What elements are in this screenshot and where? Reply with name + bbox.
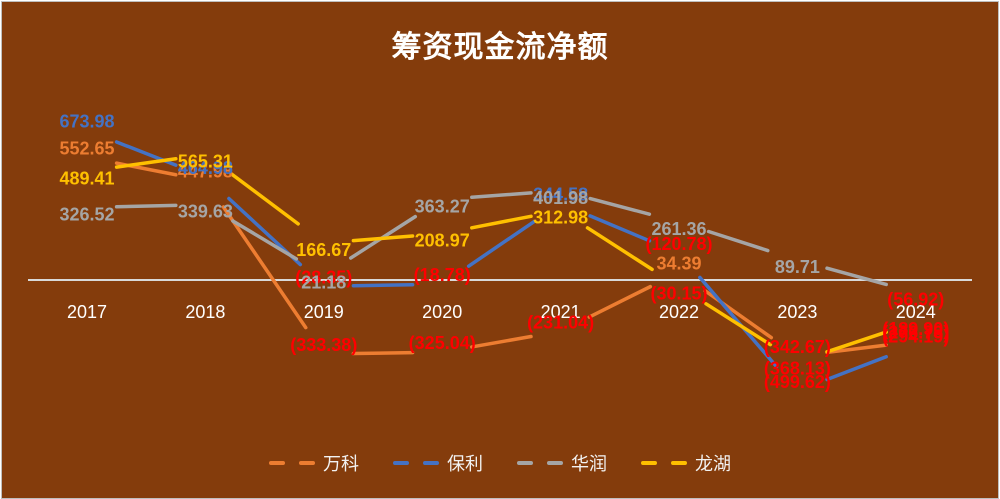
series-line-segment	[703, 289, 774, 340]
series-line-segment	[698, 275, 779, 369]
series-line-segment	[470, 334, 533, 349]
data-label: (499.62)	[764, 372, 831, 392]
data-label: (333.38)	[290, 335, 357, 355]
series-line-segment	[351, 234, 415, 243]
x-tick-label: 2020	[422, 302, 462, 322]
data-label: (231.04)	[527, 312, 594, 332]
series-line-segment	[825, 330, 888, 354]
series-line-segment	[470, 191, 533, 199]
data-label: (276.73)	[882, 322, 949, 342]
data-label: 312.98	[533, 208, 588, 228]
legend-label: 保利	[447, 454, 483, 475]
legend-swatch-icon	[393, 461, 441, 465]
legend-item-poly[interactable]: 保利	[393, 450, 483, 476]
data-label: (28.35)	[295, 267, 352, 287]
series-line-segment	[585, 226, 654, 272]
series-line-segment	[825, 354, 888, 382]
chart-title: 筹资现金流净额	[391, 30, 609, 65]
series-line-segment	[588, 214, 652, 243]
legend-label: 华润	[571, 454, 607, 475]
x-tick-label: 2022	[659, 302, 699, 322]
data-label: 447.98	[178, 162, 233, 182]
data-label: 208.97	[415, 231, 470, 251]
series-line-segment	[351, 282, 415, 288]
data-label: (342.67)	[764, 337, 831, 357]
data-label: 565.31	[178, 152, 233, 172]
data-label: 326.52	[59, 205, 114, 225]
legend-item-longfor[interactable]: 龙湖	[641, 450, 731, 476]
data-label: 89.71	[775, 257, 820, 277]
data-label: 363.27	[415, 196, 470, 216]
data-label: 489.41	[59, 168, 114, 188]
data-label: 552.65	[59, 138, 114, 158]
legend-swatch-icon	[517, 461, 565, 465]
data-label: 464.98	[178, 158, 233, 178]
data-label: 166.67	[296, 240, 351, 260]
series-line-segment	[114, 156, 178, 169]
legend-swatch-icon	[641, 461, 689, 465]
data-label: 261.36	[651, 219, 706, 239]
data-label: (56.92)	[887, 290, 944, 310]
data-label: 401.98	[533, 188, 588, 208]
data-label: (368.13)	[764, 359, 831, 379]
data-label: (294.19)	[882, 326, 949, 346]
legend-item-cr-land[interactable]: 华润	[517, 450, 607, 476]
data-label: (18.78)	[414, 265, 471, 285]
data-label: (189.90)	[882, 319, 949, 339]
series-line-segment	[706, 229, 770, 253]
data-label: (30.15)	[650, 284, 707, 304]
series-line-segment	[588, 196, 652, 216]
data-label: 339.63	[178, 202, 233, 222]
series-line-segment	[466, 219, 536, 268]
series-line-segment	[825, 266, 888, 287]
data-label: 34.39	[656, 253, 701, 273]
legend-label: 万科	[323, 454, 359, 475]
x-tick-label: 2024	[896, 302, 936, 322]
x-tick-label: 2019	[304, 302, 344, 322]
series-line-segment	[587, 284, 653, 319]
legend-item-vanke[interactable]: 万科	[269, 450, 359, 476]
series-line-segment	[704, 302, 773, 347]
x-tick-label: 2017	[67, 302, 107, 322]
data-label: (120.78)	[645, 234, 712, 254]
data-label: (325.04)	[409, 333, 476, 353]
data-label: 344.58	[533, 185, 588, 205]
x-tick-label: 2023	[777, 302, 817, 322]
data-label: 673.98	[59, 111, 114, 131]
data-label: 21.18	[301, 272, 346, 292]
x-tick-label: 2021	[541, 302, 581, 322]
series-line-segment	[229, 171, 300, 226]
series-line-segment	[825, 343, 888, 355]
x-tick-label: 2018	[185, 302, 225, 322]
series-line-segment	[470, 214, 533, 230]
series-line-segment	[114, 203, 178, 209]
legend: 万科 保利 华润 龙湖	[0, 450, 1000, 476]
series-line-segment	[351, 350, 415, 356]
series-line-segment	[221, 205, 308, 330]
legend-label: 龙湖	[695, 454, 731, 475]
legend-swatch-icon	[269, 461, 317, 465]
series-line-segment	[231, 219, 299, 261]
